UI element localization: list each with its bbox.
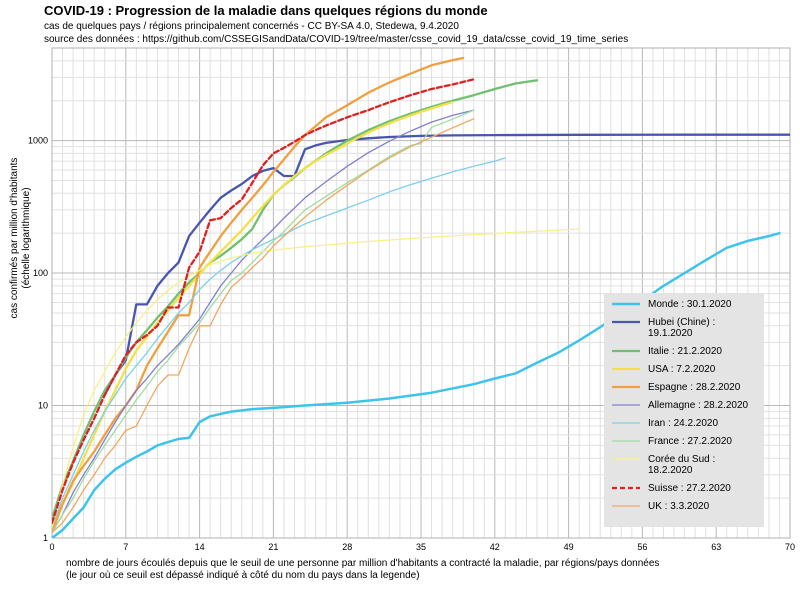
legend-entry-label: 18.2.2020 [648,465,693,476]
series-line-uk [52,118,475,534]
legend-entry-label: 19.1.2020 [648,328,693,339]
legend-entry-label: USA : 7.2.2020 [648,364,716,375]
y-tick-label: 1 [43,533,48,543]
legend-entry-label: Italie : 21.2.2020 [648,346,722,357]
legend-entry-label: Allemagne : 28.2.2020 [648,400,749,411]
y-tick-label: 100 [33,268,48,278]
chart-subtitle-credits: cas de quelques pays / régions principal… [44,21,459,32]
x-tick-label: 56 [637,542,647,552]
x-tick-label: 0 [49,542,54,552]
legend-entry-label: Monde : 30.1.2020 [648,299,732,310]
x-tick-label: 35 [416,542,426,552]
x-tick-label: 70 [785,542,795,552]
y-tick-label: 1000 [28,136,48,146]
x-tick-label: 49 [564,542,574,552]
chart-subtitle-source: source des données : https://github.com/… [44,34,629,45]
legend-entry-label: Hubei (Chine) : [648,317,715,328]
legend-entry-label: Suisse : 27.2.2020 [648,483,731,494]
x-tick-label: 21 [268,542,278,552]
series-line-iran [52,157,506,529]
legend-entry-label: Iran : 24.2.2020 [648,418,718,429]
x-axis-label: nombre de jours écoulés depuis que le se… [66,558,659,582]
x-tick-label: 14 [195,542,205,552]
legend-entry-label: Corée du Sud : [648,454,715,465]
legend-entry-label: UK : 3.3.2020 [648,501,710,512]
legend-entry-label: Espagne : 28.2.2020 [648,382,741,393]
x-axis-label-line1: nombre de jours écoulés depuis que le se… [66,558,660,569]
y-tick-label: 10 [38,401,48,411]
x-tick-label: 63 [711,542,721,552]
x-axis-label-line2: (le jour où ce seuil est dépassé indiqué… [66,570,420,581]
series-line-suisse [52,78,475,525]
series-line-france [52,109,475,534]
series-line-espagne [52,56,465,534]
x-tick-label: 42 [490,542,500,552]
series-line-allemagne [52,109,475,534]
x-tick-label: 7 [123,542,128,552]
plot-frame [51,47,791,539]
series-line-hubei-chine [103,133,790,397]
x-tick-label: 28 [342,542,352,552]
series-line-cor-e-du-sud [52,228,580,529]
series-line-monde [52,231,781,538]
legend-entry-label: France : 27.2.2020 [648,436,732,447]
series-line-usa [52,101,454,529]
chart-title: COVID-19 : Progression de la maladie dan… [44,3,488,18]
